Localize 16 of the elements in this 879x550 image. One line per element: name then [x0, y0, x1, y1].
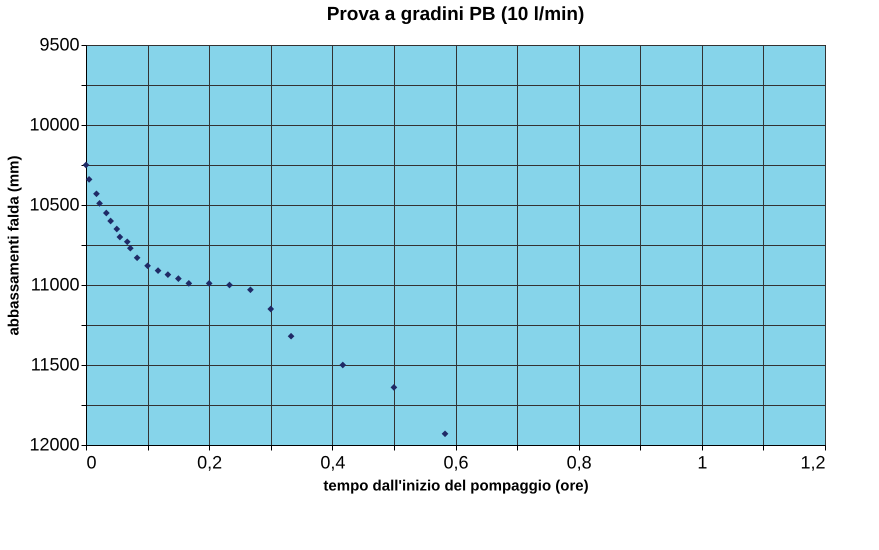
chart-title: Prova a gradini PB (10 l/min)	[326, 4, 584, 25]
x-tick-label: 0,2	[197, 452, 222, 472]
y-tick-label: 11500	[30, 354, 80, 374]
y-tick-label: 11000	[30, 274, 80, 294]
y-tick-label: 9500	[39, 34, 80, 54]
x-axis-title: tempo dall'inizio del pompaggio (ore)	[323, 478, 589, 494]
x-tick-label: 1	[697, 452, 708, 472]
y-tick-label: 10500	[29, 194, 80, 214]
x-tick-label: 0,4	[320, 452, 346, 472]
x-tick-label: 0,6	[443, 452, 469, 472]
y-tick-label: 12000	[29, 434, 80, 454]
x-tick-label: 0,8	[566, 452, 592, 472]
x-tick-label: 1,2	[800, 452, 826, 472]
y-tick-label: 10000	[29, 114, 80, 134]
x-tick-label: 0	[86, 452, 97, 472]
y-axis-title: abbassamenti falda (mm)	[5, 155, 22, 336]
